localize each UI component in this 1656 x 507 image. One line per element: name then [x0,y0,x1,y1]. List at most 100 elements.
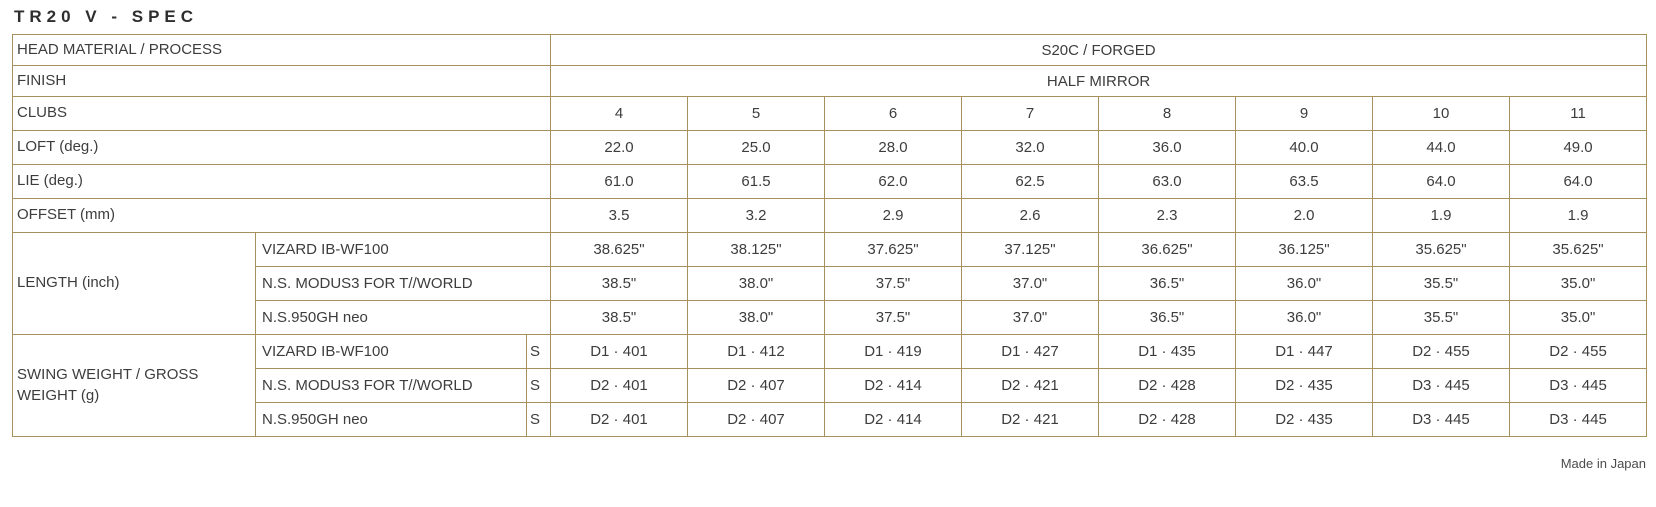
lie-value-cell: 63.5 [1235,164,1373,199]
club-number-cell: 9 [1235,96,1373,131]
club-number-cell: 8 [1098,96,1236,131]
swing-value-cell: D2 · 407 [687,402,825,437]
length-value-cell: 36.5" [1098,266,1236,301]
finish-row: FINISH HALF MIRROR [12,65,1648,97]
swing-row-vizard: SWING WEIGHT / GROSS WEIGHT (g) VIZARD I… [12,334,1648,437]
swing-row-modus3: N.S. MODUS3 FOR T//WORLD S D2 · 401 D2 ·… [13,368,1648,403]
lie-value-cell: 63.0 [1098,164,1236,199]
swing-shaft-label: N.S.950GH neo [255,402,527,437]
length-shaft-label: N.S. MODUS3 FOR T//WORLD [255,266,551,301]
swing-row-950gh: N.S.950GH neo S D2 · 401 D2 · 407 D2 · 4… [13,402,1648,437]
flex-s-cell: S [526,368,551,403]
loft-row: LOFT (deg.) 22.0 25.0 28.0 32.0 36.0 40.… [12,130,1648,165]
swing-value-cell: D1 · 435 [1098,334,1236,369]
length-row-950gh: N.S.950GH neo 38.5" 38.0" 37.5" 37.0" 36… [13,300,1648,335]
head-material-value: S20C / FORGED [549,34,1648,66]
swing-value-cell: D2 · 428 [1098,402,1236,437]
club-number-cell: 10 [1372,96,1510,131]
swing-value-cell: D2 · 428 [1098,368,1236,403]
length-value-cell: 35.5" [1372,266,1510,301]
swing-value-cell: D1 · 427 [961,334,1099,369]
club-number-cell: 6 [824,96,962,131]
length-value-cell: 36.0" [1235,300,1373,335]
club-number-cell: 4 [550,96,688,131]
length-value-cell: 35.0" [1508,300,1648,335]
length-shaft-label: VIZARD IB-WF100 [255,232,551,267]
swing-weight-label: SWING WEIGHT / GROSS WEIGHT (g) [12,334,256,437]
length-value-cell: 35.625" [1508,232,1648,267]
swing-value-cell: D2 · 407 [687,368,825,403]
length-value-cell: 37.625" [824,232,962,267]
club-number-cell: 7 [961,96,1099,131]
swing-value-cell: D1 · 447 [1235,334,1373,369]
length-value-cell: 36.625" [1098,232,1236,267]
offset-value-cell: 3.5 [550,198,688,233]
swing-value-cell: D3 · 445 [1508,402,1648,437]
swing-value-cell: D3 · 445 [1508,368,1648,403]
length-value-cell: 36.0" [1235,266,1373,301]
head-material-row: HEAD MATERIAL / PROCESS S20C / FORGED [12,34,1648,66]
swing-value-cell: D2 · 401 [550,402,688,437]
head-material-label: HEAD MATERIAL / PROCESS [12,34,551,66]
flex-s-cell: S [526,334,551,369]
swing-value-cell: D2 · 414 [824,402,962,437]
lie-value-cell: 61.5 [687,164,825,199]
offset-row: OFFSET (mm) 3.5 3.2 2.9 2.6 2.3 2.0 1.9 … [12,198,1648,233]
length-label: LENGTH (inch) [12,232,256,335]
offset-value-cell: 2.0 [1235,198,1373,233]
swing-value-cell: D2 · 435 [1235,402,1373,437]
length-value-cell: 38.5" [550,300,688,335]
swing-value-cell: D2 · 421 [961,368,1099,403]
lie-value-cell: 64.0 [1508,164,1648,199]
lie-value-cell: 62.5 [961,164,1099,199]
length-row-modus3: N.S. MODUS3 FOR T//WORLD 38.5" 38.0" 37.… [13,266,1648,301]
loft-label: LOFT (deg.) [12,130,551,165]
length-value-cell: 37.5" [824,266,962,301]
offset-value-cell: 2.3 [1098,198,1236,233]
length-value-cell: 38.625" [550,232,688,267]
length-row-vizard: LENGTH (inch) VIZARD IB-WF100 38.625" 38… [12,232,1648,335]
swing-value-cell: D2 · 421 [961,402,1099,437]
swing-value-cell: D2 · 455 [1508,334,1648,369]
offset-value-cell: 1.9 [1372,198,1510,233]
lie-label: LIE (deg.) [12,164,551,199]
clubs-row: CLUBS 4 5 6 7 8 9 10 11 [12,96,1648,131]
length-value-cell: 37.0" [961,266,1099,301]
loft-value-cell: 49.0 [1508,130,1648,165]
made-in-japan-note: Made in Japan [1560,456,1646,471]
clubs-label: CLUBS [12,96,551,131]
loft-value-cell: 22.0 [550,130,688,165]
loft-value-cell: 28.0 [824,130,962,165]
length-value-cell: 38.125" [687,232,825,267]
length-value-cell: 38.0" [687,300,825,335]
offset-value-cell: 3.2 [687,198,825,233]
club-number-cell: 5 [687,96,825,131]
lie-value-cell: 62.0 [824,164,962,199]
swing-value-cell: D3 · 445 [1372,368,1510,403]
club-number-cell: 11 [1508,96,1648,131]
offset-value-cell: 2.9 [824,198,962,233]
loft-value-cell: 36.0 [1098,130,1236,165]
finish-label: FINISH [12,65,551,97]
page-title: TR20 V - SPEC [14,7,199,26]
loft-value-cell: 25.0 [687,130,825,165]
length-value-cell: 35.625" [1372,232,1510,267]
loft-value-cell: 44.0 [1372,130,1510,165]
swing-value-cell: D2 · 401 [550,368,688,403]
length-shaft-label: N.S.950GH neo [255,300,551,335]
length-value-cell: 38.0" [687,266,825,301]
swing-value-cell: D1 · 412 [687,334,825,369]
spec-table: HEAD MATERIAL / PROCESS S20C / FORGED FI… [12,34,1648,437]
swing-value-cell: D2 · 455 [1372,334,1510,369]
length-value-cell: 35.5" [1372,300,1510,335]
length-value-cell: 37.125" [961,232,1099,267]
flex-s-cell: S [526,402,551,437]
lie-row: LIE (deg.) 61.0 61.5 62.0 62.5 63.0 63.5… [12,164,1648,199]
lie-value-cell: 64.0 [1372,164,1510,199]
swing-value-cell: D3 · 445 [1372,402,1510,437]
offset-value-cell: 1.9 [1508,198,1648,233]
length-value-cell: 38.5" [550,266,688,301]
length-value-cell: 37.0" [961,300,1099,335]
swing-value-cell: D1 · 401 [550,334,688,369]
